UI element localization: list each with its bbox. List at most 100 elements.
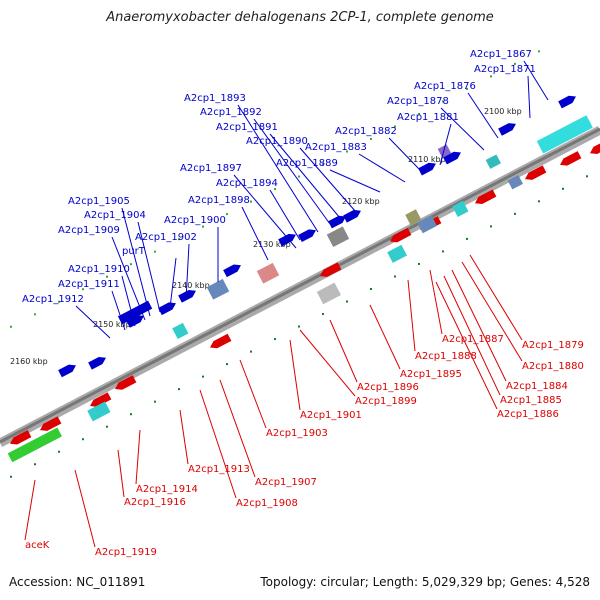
forward-label-leader	[269, 189, 301, 241]
track-dot	[274, 338, 276, 341]
reverse-gene-block	[536, 115, 593, 154]
reverse-gene-label: A2cp1_1884	[506, 381, 568, 392]
reverse-gene-label: aceK	[25, 540, 50, 551]
reverse-gene-arrow-shape	[525, 165, 547, 180]
track-dot	[250, 200, 252, 203]
track-dot	[394, 125, 396, 128]
forward-gene-arrow-shape	[343, 209, 361, 223]
reverse-gene-arrow-shape	[390, 227, 412, 243]
forward-gene-arrow-shape	[126, 315, 144, 328]
reverse-label-leader	[117, 449, 125, 498]
reverse-gene-label: A2cp1_1888	[415, 351, 477, 362]
forward-gene-label: A2cp1_1894	[216, 178, 278, 189]
reverse-gene-label: A2cp1_1886	[497, 409, 559, 420]
forward-label-leader	[467, 92, 499, 139]
reverse-gene-arrow	[390, 227, 412, 243]
forward-gene-arrow	[418, 162, 436, 176]
track-dot	[442, 250, 444, 253]
track-dot	[130, 263, 132, 266]
track-dot	[514, 212, 516, 215]
forward-gene-label: A2cp1_1905	[68, 196, 130, 207]
reverse-gene-arrow-shape	[115, 375, 137, 390]
reverse-label-leader	[407, 279, 416, 352]
track-dot	[226, 363, 228, 366]
reverse-gene-block	[7, 427, 62, 463]
forward-gene-label: A2cp1_1891	[216, 122, 278, 133]
forward-gene-arrow	[223, 264, 241, 278]
reverse-gene-block-shape	[536, 115, 593, 154]
forward-label-leader	[75, 305, 111, 339]
track-dot	[442, 100, 444, 103]
forward-gene-arrow	[158, 302, 176, 316]
reverse-gene-arrow-shape	[320, 262, 342, 277]
reverse-gene-label: A2cp1_1899	[355, 396, 417, 407]
track-dot	[322, 313, 324, 316]
forward-gene-arrow-shape	[58, 364, 76, 378]
forward-label-leader	[269, 133, 341, 219]
forward-gene-label: A2cp1_1892	[200, 107, 262, 118]
forward-gene-arrow	[58, 364, 76, 378]
track-dots	[10, 50, 588, 478]
forward-label-leader	[527, 75, 531, 119]
track-dot	[250, 350, 252, 353]
forward-gene-block	[405, 209, 422, 226]
reverse-gene-arrow-shape	[475, 189, 497, 204]
forward-label-leader	[111, 236, 146, 321]
forward-label-leader	[121, 275, 136, 327]
track-dot	[202, 225, 204, 228]
track-dot	[370, 137, 372, 140]
reverse-gene-arrow-shape	[10, 430, 32, 445]
reverse-label-leader	[443, 275, 501, 396]
track-dot	[346, 300, 348, 303]
reverse-gene-arrow	[40, 416, 62, 431]
forward-label-leader	[358, 153, 406, 183]
track-dot	[10, 475, 12, 478]
track-dot	[538, 200, 540, 203]
forward-gene-label: A2cp1_1898	[188, 195, 250, 206]
reverse-label-leader	[24, 479, 36, 541]
track-dot	[466, 237, 468, 240]
track-dot	[322, 163, 324, 166]
forward-gene-label: A2cp1_1912	[22, 294, 84, 305]
kbp-tick-label: 2130 kbp	[253, 240, 291, 249]
kbp-tick-label: 2100 kbp	[484, 107, 522, 116]
reverse-gene-block-shape	[316, 282, 341, 305]
forward-gene-label: A2cp1_1883	[305, 142, 367, 153]
forward-gene-label: A2cp1_1876	[414, 81, 476, 92]
reverse-gene-block-shape	[7, 427, 62, 463]
reverse-gene-label: A2cp1_1887	[442, 334, 504, 345]
forward-gene-arrow-shape	[223, 264, 241, 278]
track-dot	[418, 112, 420, 115]
reverse-gene-arrow	[210, 333, 232, 349]
track-dot	[82, 438, 84, 441]
forward-gene-block	[117, 300, 153, 325]
track-dot	[298, 325, 300, 328]
forward-gene-arrow	[88, 356, 106, 370]
forward-gene-label: A2cp1_1871	[474, 64, 536, 75]
reverse-label-leader	[299, 329, 356, 397]
reverse-label-leader	[329, 319, 358, 383]
forward-gene-arrow	[558, 95, 576, 109]
forward-label-leader	[237, 104, 319, 233]
reverse-gene-block-shape	[417, 215, 437, 234]
forward-label-leader	[233, 174, 297, 249]
track-dot	[82, 288, 84, 291]
forward-label-leader	[523, 60, 549, 101]
reverse-label-leader	[179, 409, 189, 465]
forward-gene-block-shape	[485, 154, 501, 169]
forward-gene-label: A2cp1_1910	[68, 264, 130, 275]
forward-gene-arrow-shape	[298, 229, 316, 243]
forward-gene-arrow-shape	[178, 290, 196, 303]
reverse-gene-label: A2cp1_1914	[136, 484, 198, 495]
forward-label-leader	[329, 169, 381, 193]
forward-gene-label: A2cp1_1909	[58, 225, 120, 236]
forward-gene-label: A2cp1_1911	[58, 279, 120, 290]
track-dot	[58, 450, 60, 453]
reverse-gene-labels: A2cp1_1879 A2cp1_1880 A2cp1_1884 A2cp1_1885…	[24, 254, 584, 558]
reverse-gene-block-shape	[452, 200, 469, 217]
forward-gene-arrow-shape	[418, 162, 436, 176]
forward-gene-label: A2cp1_1893	[184, 93, 246, 104]
reverse-gene-block	[417, 215, 437, 234]
reverse-gene-label: A2cp1_1880	[522, 361, 584, 372]
